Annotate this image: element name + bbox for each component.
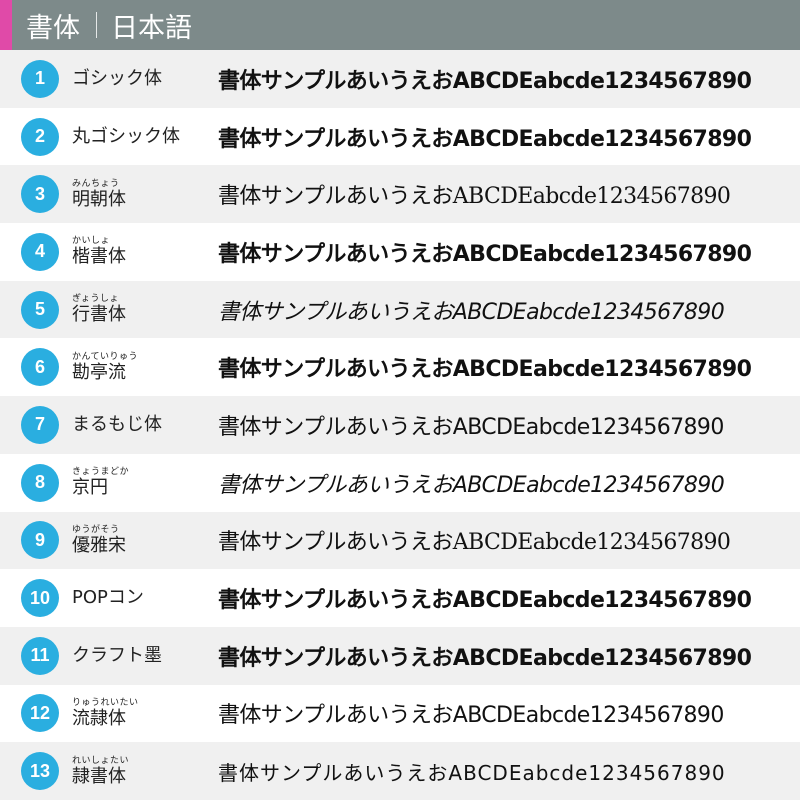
font-row: 8 きょうまどか 京円 書体サンプルあいうえおABCDEabcde1234567… (0, 454, 800, 512)
font-sample: 書体サンプルあいうえおABCDEabcde1234567890 (218, 241, 752, 267)
font-row: 13 れいしょたい 隷書体 書体サンプルあいうえおABCDEabcde12345… (0, 742, 800, 800)
font-ruby: ぎょうしょ (72, 294, 120, 305)
font-label: ゴシック体 (72, 67, 162, 89)
font-sample: 書体サンプルあいうえおABCDEabcde1234567890 (218, 357, 752, 383)
font-label: 勘亭流 (72, 361, 126, 383)
font-name: まるもじ体 (72, 396, 162, 454)
font-list: 1 ゴシック体 書体サンプルあいうえおABCDEabcde1234567890 2… (0, 50, 800, 800)
font-name: れいしょたい 隷書体 (72, 742, 129, 800)
font-name: りゅうれいたい 流隷体 (72, 685, 139, 743)
number-badge: 3 (21, 175, 59, 214)
font-ruby: かんていりゅう (72, 351, 139, 362)
font-row: 12 りゅうれいたい 流隷体 書体サンプルあいうえおABCDEabcde1234… (0, 685, 800, 743)
number-badge: 9 (21, 521, 59, 560)
font-name: ゆうがそう 優雅宋 (72, 512, 126, 570)
header-title: 書体 (26, 12, 80, 44)
font-sample: 書体サンプルあいうえおABCDEabcde1234567890 (218, 530, 731, 556)
font-row: 9 ゆうがそう 優雅宋 書体サンプルあいうえおABCDEabcde1234567… (0, 511, 800, 570)
font-label: 優雅宋 (72, 534, 126, 556)
font-ruby: れいしょたい (72, 755, 130, 766)
font-name: 丸ゴシック体 (72, 108, 180, 166)
font-row: 7 まるもじ体 書体サンプルあいうえおABCDEabcde1234567890 (0, 396, 800, 454)
font-row: 10 POPコン 書体サンプルあいうえおABCDEabcde1234567890 (0, 569, 800, 627)
font-sample: 書体サンプルあいうえおABCDEabcde1234567890 (218, 703, 724, 729)
font-name: ゴシック体 (72, 50, 162, 108)
header-accent (0, 0, 12, 50)
font-row: 4 かいしょ 楷書体 書体サンプルあいうえおABCDEabcde12345678… (0, 223, 800, 281)
number-badge: 5 (21, 290, 59, 329)
font-name: POPコン (72, 569, 144, 627)
font-ruby: みんちょう (72, 178, 120, 189)
number-badge: 7 (21, 405, 59, 444)
font-sample: 書体サンプルあいうえおABCDEabcde1234567890 (218, 184, 731, 210)
font-label: クラフト墨 (72, 644, 162, 666)
header-subtitle: 日本語 (111, 12, 192, 44)
font-row: 3 みんちょう 明朝体 書体サンプルあいうえおABCDEabcde1234567… (0, 165, 800, 224)
font-label: POPコン (72, 587, 144, 609)
number-badge: 8 (21, 463, 59, 502)
font-label: 行書体 (72, 304, 126, 326)
number-badge: 4 (21, 232, 59, 271)
font-sample: 書体サンプルあいうえおABCDEabcde1234567890 (218, 68, 752, 94)
font-label: 丸ゴシック体 (72, 125, 180, 147)
font-label: まるもじ体 (72, 413, 162, 435)
font-row: 6 かんていりゅう 勘亭流 書体サンプルあいうえおABCDEabcde12345… (0, 338, 800, 396)
font-ruby: りゅうれいたい (72, 697, 139, 708)
number-badge: 6 (21, 348, 59, 387)
font-sample: 書体サンプルあいうえおABCDEabcde1234567890 (218, 299, 725, 325)
number-badge: 11 (21, 636, 59, 675)
number-badge: 12 (21, 694, 59, 733)
font-name: かいしょ 楷書体 (72, 223, 126, 281)
font-label: 楷書体 (72, 246, 126, 268)
font-sample: 書体サンプルあいうえおABCDEabcde1234567890 (218, 760, 726, 785)
font-label: 流隷体 (72, 707, 126, 729)
font-row: 2 丸ゴシック体 書体サンプルあいうえおABCDEabcde1234567890 (0, 108, 800, 166)
font-sample: 書体サンプルあいうえおABCDEabcde1234567890 (218, 645, 752, 671)
font-sample: 書体サンプルあいうえおABCDEabcde1234567890 (218, 588, 752, 614)
font-name: ぎょうしょ 行書体 (72, 281, 126, 339)
font-name: かんていりゅう 勘亭流 (72, 338, 138, 396)
font-row: 5 ぎょうしょ 行書体 書体サンプルあいうえおABCDEabcde1234567… (0, 280, 800, 339)
font-ruby: ゆうがそう (72, 524, 120, 535)
number-badge: 2 (21, 117, 59, 156)
font-name: クラフト墨 (72, 627, 162, 685)
font-sample: 書体サンプルあいうえおABCDEabcde1234567890 (218, 472, 725, 498)
font-name: みんちょう 明朝体 (72, 165, 126, 223)
header: 書体 日本語 (0, 0, 800, 50)
number-badge: 13 (21, 752, 59, 791)
number-badge: 1 (21, 59, 59, 98)
number-badge: 10 (21, 579, 59, 618)
font-sample: 書体サンプルあいうえおABCDEabcde1234567890 (218, 414, 724, 440)
font-label: 明朝体 (72, 188, 126, 210)
font-name: きょうまどか 京円 (72, 454, 129, 512)
font-row: 11 クラフト墨 書体サンプルあいうえおABCDEabcde1234567890 (0, 626, 800, 685)
font-row: 1 ゴシック体 書体サンプルあいうえおABCDEabcde1234567890 (0, 50, 800, 108)
header-divider (96, 12, 97, 38)
font-label: 京円 (72, 477, 108, 499)
font-label: 隷書体 (72, 765, 126, 787)
font-sample: 書体サンプルあいうえおABCDEabcde1234567890 (218, 126, 752, 152)
font-ruby: きょうまどか (72, 467, 130, 478)
font-ruby: かいしょ (72, 236, 111, 247)
